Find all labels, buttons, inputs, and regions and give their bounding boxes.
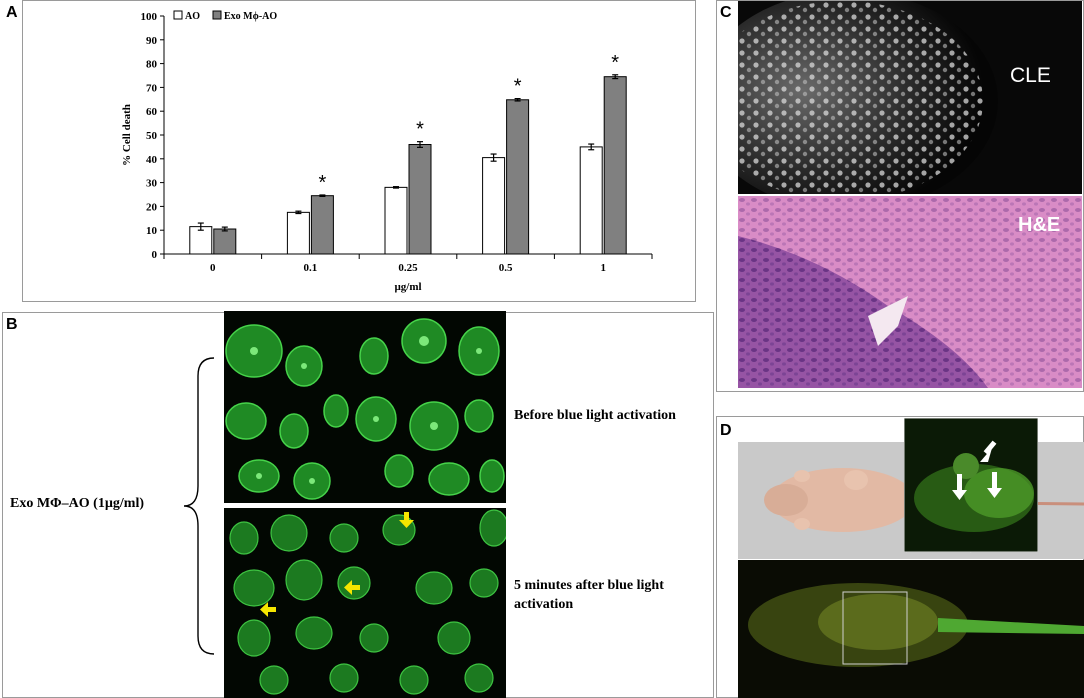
bar-chart-frame [22, 0, 696, 302]
panel-label-b: B [6, 316, 18, 333]
bar-exo-m-ao [213, 228, 237, 255]
y-tick-label: 0 [152, 249, 158, 261]
legend-entry: AO [185, 11, 200, 22]
panel-label-d: D [720, 422, 732, 439]
significance-star: * [319, 172, 327, 194]
legend-swatch [212, 10, 222, 20]
bar-exo-m-ao [408, 144, 432, 255]
legend-swatch [173, 10, 183, 20]
y-tick-label: 100 [141, 11, 158, 23]
panel-label-a: A [6, 4, 18, 21]
y-tick-label: 80 [146, 59, 158, 71]
x-tick-label: 0.5 [499, 262, 513, 274]
bar-exo-m-ao [506, 99, 530, 255]
y-axis-label: % Cell death [121, 104, 133, 166]
y-tick-label: 50 [146, 130, 158, 142]
bar-chart: 0 10 20 30 40 50 60 70 80 90 100 0 0.1 * 0.25 * 0.5 * 1 * µg… [121, 10, 653, 293]
cle-image [738, 1, 1082, 194]
panel-b-group-label: Exo MΦ–AO (1µg/ml) [10, 496, 144, 511]
y-tick-label: 90 [146, 35, 158, 47]
after-activation-label-line2: activation [514, 597, 574, 612]
x-tick-label: 0 [210, 262, 216, 274]
yellow-arrow-icon-2 [344, 580, 360, 595]
y-tick-label: 60 [146, 106, 158, 118]
y-tick-label: 70 [146, 82, 158, 94]
bar-exo-m-ao [603, 76, 627, 255]
legend-entry: Exo Mϕ-AO [224, 11, 277, 22]
micrograph-after [224, 508, 506, 698]
after-activation-label-line1: 5 minutes after blue light [514, 578, 664, 593]
white-arrow-icon-1 [980, 440, 997, 462]
cle-label: CLE [1010, 64, 1051, 87]
bar-ao [384, 186, 408, 255]
mouse-fluorescence-image [738, 560, 1084, 698]
bar-ao [286, 211, 310, 255]
x-tick-label: 0.25 [398, 262, 418, 274]
significance-star: * [514, 76, 522, 98]
he-label: H&E [1018, 214, 1061, 236]
curly-brace-icon [183, 357, 215, 655]
bar-exo-m-ao [310, 195, 334, 255]
significance-star: * [416, 119, 424, 141]
white-arrow-icon-3 [987, 472, 1002, 498]
panel-label-c: C [720, 4, 732, 21]
bar-ao [579, 146, 603, 255]
x-tick-label: 0.1 [304, 262, 318, 274]
tumor-inset-image [904, 418, 1038, 552]
y-tick-label: 30 [146, 178, 158, 190]
x-tick-label: 1 [600, 262, 606, 274]
x-axis-label: µg/ml [394, 281, 421, 293]
before-activation-label: Before blue light activation [514, 408, 676, 423]
yellow-arrow-icon-3 [260, 602, 276, 617]
significance-star: * [611, 52, 619, 74]
bar-ao [482, 157, 506, 255]
y-tick-label: 40 [146, 154, 158, 166]
y-tick-label: 10 [146, 225, 158, 237]
y-tick-label: 20 [146, 201, 158, 213]
micrograph-before [224, 311, 506, 503]
white-arrow-icon-2 [952, 474, 967, 500]
he-stain-image [738, 196, 1082, 388]
yellow-arrow-icon-1 [399, 512, 414, 528]
